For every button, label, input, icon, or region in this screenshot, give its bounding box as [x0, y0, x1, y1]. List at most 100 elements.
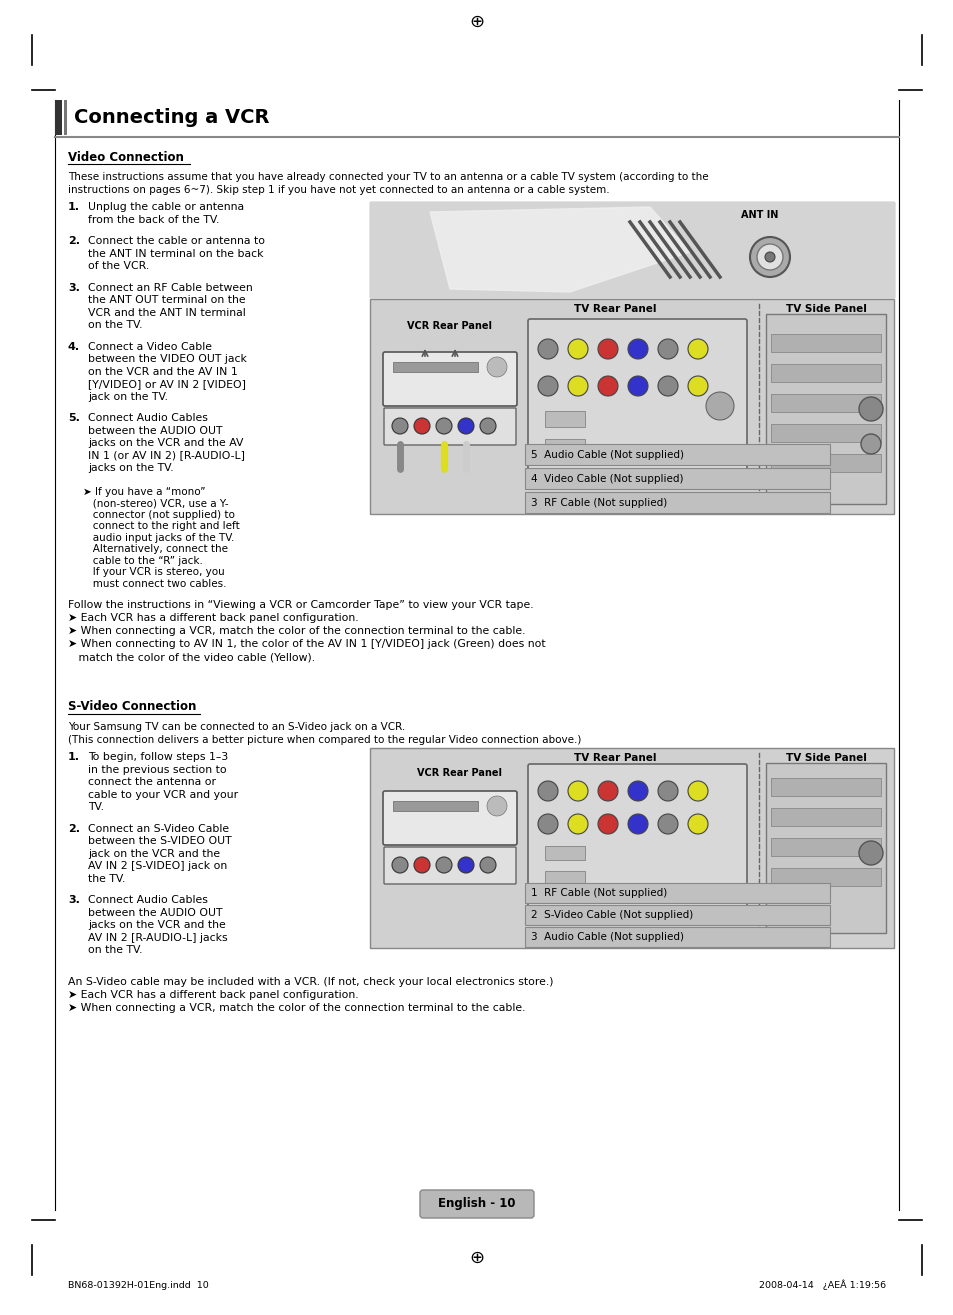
Circle shape	[392, 857, 408, 873]
Circle shape	[457, 857, 474, 873]
Circle shape	[537, 781, 558, 801]
Text: jacks on the TV.: jacks on the TV.	[88, 463, 173, 473]
Circle shape	[598, 376, 618, 396]
Text: VCR and the ANT IN terminal: VCR and the ANT IN terminal	[88, 308, 246, 317]
Circle shape	[749, 237, 789, 277]
FancyBboxPatch shape	[382, 792, 517, 846]
Bar	[765, 314, 885, 504]
Text: ⊕: ⊕	[469, 1249, 484, 1266]
Text: 1  RF Cable (Not supplied): 1 RF Cable (Not supplied)	[531, 888, 666, 898]
Bar	[770, 423, 880, 442]
Circle shape	[479, 857, 496, 873]
Bar	[524, 468, 829, 489]
Text: Your Samsung TV can be connected to an S-Video jack on a VCR.: Your Samsung TV can be connected to an S…	[68, 722, 405, 732]
Circle shape	[627, 376, 647, 396]
Text: VCR Rear Panel: VCR Rear Panel	[407, 321, 492, 331]
Bar	[770, 868, 880, 886]
Bar	[393, 362, 477, 372]
Bar	[544, 871, 584, 885]
Circle shape	[627, 814, 647, 834]
Text: cable to your VCR and your: cable to your VCR and your	[88, 789, 238, 800]
Text: Connect an S-Video Cable: Connect an S-Video Cable	[88, 823, 229, 834]
Text: Video Connection: Video Connection	[68, 151, 184, 164]
FancyBboxPatch shape	[527, 764, 746, 907]
Text: 5  Audio Cable (Not supplied): 5 Audio Cable (Not supplied)	[531, 450, 683, 459]
Text: connector (not supplied) to: connector (not supplied) to	[83, 509, 234, 519]
Circle shape	[537, 339, 558, 359]
Bar	[765, 763, 885, 934]
Circle shape	[858, 842, 882, 865]
Bar	[524, 882, 829, 903]
Circle shape	[658, 339, 678, 359]
Text: Connecting a VCR: Connecting a VCR	[74, 108, 269, 126]
Circle shape	[627, 339, 647, 359]
Text: on the TV.: on the TV.	[88, 945, 142, 955]
Circle shape	[486, 796, 506, 817]
Bar	[770, 394, 880, 412]
Circle shape	[861, 434, 880, 454]
Bar	[524, 492, 829, 513]
Bar	[370, 299, 893, 514]
Text: ANT IN: ANT IN	[740, 210, 778, 220]
Circle shape	[486, 356, 506, 377]
Circle shape	[658, 376, 678, 396]
Bar	[770, 454, 880, 472]
Bar	[770, 838, 880, 856]
Circle shape	[764, 252, 774, 262]
Circle shape	[567, 376, 587, 396]
Text: 2  S-Video Cable (Not supplied): 2 S-Video Cable (Not supplied)	[531, 910, 693, 920]
Text: jacks on the VCR and the AV: jacks on the VCR and the AV	[88, 438, 243, 448]
Bar	[524, 444, 829, 466]
FancyBboxPatch shape	[384, 408, 516, 444]
Circle shape	[567, 339, 587, 359]
Text: connect to the right and left: connect to the right and left	[83, 521, 239, 531]
Polygon shape	[370, 203, 893, 297]
Text: ➤ Each VCR has a different back panel configuration.: ➤ Each VCR has a different back panel co…	[68, 613, 358, 623]
Bar	[770, 778, 880, 796]
Circle shape	[392, 418, 408, 434]
Text: Connect the cable or antenna to: Connect the cable or antenna to	[88, 235, 265, 246]
Circle shape	[658, 814, 678, 834]
Text: must connect two cables.: must connect two cables.	[83, 579, 226, 589]
Circle shape	[567, 781, 587, 801]
Text: 5.: 5.	[68, 413, 80, 423]
Text: jack on the VCR and the: jack on the VCR and the	[88, 848, 220, 859]
Text: Unplug the cable or antenna: Unplug the cable or antenna	[88, 203, 244, 212]
Text: 2008-04-14   ¿AEÂ 1:19:56: 2008-04-14 ¿AEÂ 1:19:56	[758, 1279, 885, 1290]
Text: from the back of the TV.: from the back of the TV.	[88, 214, 219, 225]
Circle shape	[627, 781, 647, 801]
FancyBboxPatch shape	[527, 320, 746, 483]
Bar	[544, 846, 584, 860]
Circle shape	[479, 418, 496, 434]
Circle shape	[757, 245, 782, 270]
Text: These instructions assume that you have already connected your TV to an antenna : These instructions assume that you have …	[68, 172, 708, 181]
Text: VCR Rear Panel: VCR Rear Panel	[417, 768, 502, 778]
Circle shape	[537, 814, 558, 834]
Text: Connect an RF Cable between: Connect an RF Cable between	[88, 283, 253, 292]
Circle shape	[687, 814, 707, 834]
Text: connect the antenna or: connect the antenna or	[88, 777, 215, 786]
Text: jacks on the VCR and the: jacks on the VCR and the	[88, 920, 226, 930]
Circle shape	[414, 857, 430, 873]
Text: 1.: 1.	[68, 752, 80, 761]
FancyBboxPatch shape	[382, 352, 517, 406]
Bar	[393, 801, 477, 811]
Circle shape	[858, 397, 882, 421]
Text: between the S-VIDEO OUT: between the S-VIDEO OUT	[88, 836, 232, 846]
Text: (non-stereo) VCR, use a Y-: (non-stereo) VCR, use a Y-	[83, 498, 229, 508]
Text: TV Side Panel: TV Side Panel	[784, 753, 865, 763]
Polygon shape	[430, 206, 689, 292]
Circle shape	[537, 376, 558, 396]
Text: jack on the TV.: jack on the TV.	[88, 392, 168, 401]
Text: Connect Audio Cables: Connect Audio Cables	[88, 896, 208, 905]
Text: 2.: 2.	[68, 823, 80, 834]
Text: S-Video Connection: S-Video Connection	[68, 700, 196, 713]
FancyBboxPatch shape	[419, 1190, 534, 1218]
Text: of the VCR.: of the VCR.	[88, 260, 149, 271]
Circle shape	[687, 781, 707, 801]
Text: 3.: 3.	[68, 896, 80, 905]
Text: between the VIDEO OUT jack: between the VIDEO OUT jack	[88, 354, 247, 364]
Text: An S-Video cable may be included with a VCR. (If not, check your local electroni: An S-Video cable may be included with a …	[68, 977, 553, 986]
Text: AV IN 2 [R-AUDIO-L] jacks: AV IN 2 [R-AUDIO-L] jacks	[88, 932, 228, 943]
Bar	[370, 748, 893, 948]
